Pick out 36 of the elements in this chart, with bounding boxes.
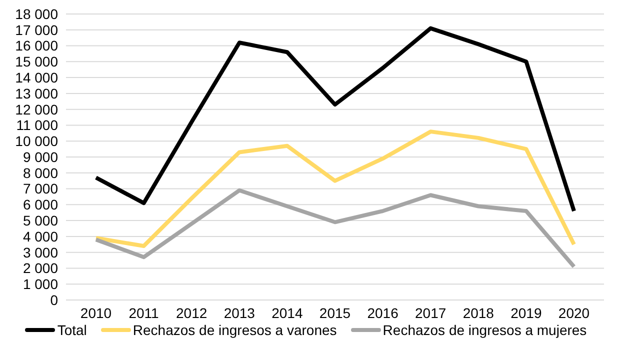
y-tick-label: 4 000 <box>22 228 58 244</box>
x-tick-label: 2017 <box>415 304 446 321</box>
x-tick-label: 2011 <box>128 304 160 321</box>
y-tick-label: 0 <box>50 292 58 308</box>
x-tick-label: 2019 <box>510 304 542 321</box>
y-tick-label: 16 000 <box>15 38 58 54</box>
y-tick-label: 5 000 <box>22 212 58 229</box>
y-tick-label: 7 000 <box>22 180 58 197</box>
line-series <box>94 130 576 248</box>
y-tick-label: 1 000 <box>22 276 58 292</box>
x-tick-label: 2020 <box>558 304 590 321</box>
x-tick-label: 2010 <box>80 304 112 321</box>
legend-label: Rechazos de ingresos a varones <box>132 322 337 338</box>
y-tick-label: 6 000 <box>22 196 58 213</box>
x-tick-label: 2014 <box>272 304 303 321</box>
line-series <box>94 188 576 269</box>
x-tick-label: 2016 <box>367 304 399 321</box>
y-tick-label: 18 000 <box>15 6 58 22</box>
y-tick-label: 9 000 <box>22 148 58 165</box>
line-series <box>94 26 576 214</box>
y-tick-label: 12 000 <box>15 101 58 118</box>
x-tick-label: 2015 <box>319 304 351 321</box>
y-tick-label: 2 000 <box>22 260 58 276</box>
x-tick-label: 2012 <box>176 304 208 321</box>
y-tick-label: 10 000 <box>15 133 58 150</box>
legend-label: Rechazos de ingresos a mujeres <box>382 322 587 338</box>
y-tick-label: 14 000 <box>15 70 58 86</box>
x-tick-label: 2018 <box>462 304 494 321</box>
legend-label: Total <box>57 322 87 338</box>
y-tick-label: 11 000 <box>16 117 58 134</box>
y-tick-label: 3 000 <box>22 244 58 260</box>
x-tick-label: 2013 <box>224 304 256 321</box>
y-tick-label: 13 000 <box>15 85 58 102</box>
y-tick-label: 17 000 <box>15 22 58 38</box>
y-tick-label: 15 000 <box>15 54 58 70</box>
y-tick-label: 8 000 <box>22 164 58 181</box>
